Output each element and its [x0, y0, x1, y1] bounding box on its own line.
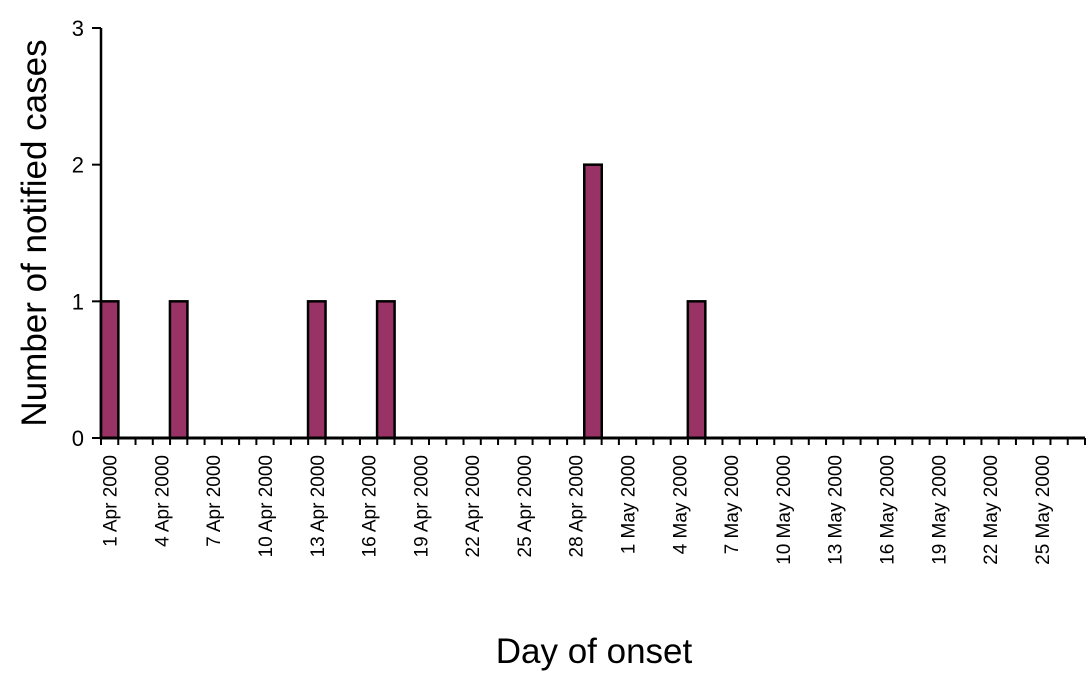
- y-tick-labels: 0 1 2 3: [72, 16, 84, 451]
- x-tick-label-1: 4 Apr 2000: [152, 455, 173, 547]
- y-tick-label-1: 1: [72, 289, 84, 314]
- x-tick-label-14: 13 May 2000: [826, 455, 847, 565]
- x-tick-label-7: 22 Apr 2000: [463, 455, 484, 557]
- bars-layer: [99, 163, 707, 440]
- x-tick-label-8: 25 Apr 2000: [515, 455, 536, 557]
- x-tick-label-3: 10 Apr 2000: [256, 455, 277, 557]
- x-tick-label-0: 1 Apr 2000: [101, 455, 122, 547]
- y-tick-label-2: 2: [72, 153, 84, 178]
- x-tick-label-17: 22 May 2000: [981, 455, 1002, 565]
- y-axis-title: Number of notified cases: [15, 39, 54, 426]
- bar-16: [375, 300, 396, 440]
- x-tick-label-13: 10 May 2000: [774, 455, 795, 565]
- bar-34: [686, 300, 707, 440]
- y-tick-label-0: 0: [72, 426, 84, 451]
- y-tick-label-3: 3: [72, 16, 84, 41]
- x-tick-label-5: 16 Apr 2000: [360, 455, 381, 557]
- x-tick-label-4: 13 Apr 2000: [308, 455, 329, 557]
- x-tick-label-18: 25 May 2000: [1033, 455, 1054, 565]
- bar-28: [583, 163, 603, 440]
- bar-4: [168, 300, 189, 440]
- x-tick-label-2: 7 Apr 2000: [204, 455, 225, 547]
- x-tick-label-6: 19 Apr 2000: [411, 455, 432, 557]
- x-axis-title: Day of onset: [496, 632, 693, 671]
- x-tick-label-16: 19 May 2000: [929, 455, 950, 565]
- x-tick-label-12: 7 May 2000: [722, 455, 743, 554]
- x-tick-label-11: 4 May 2000: [670, 455, 691, 554]
- x-tick-labels: 1 Apr 2000 4 Apr 2000 7 Apr 2000 10 Apr 200…: [101, 455, 1054, 565]
- x-tick-label-15: 16 May 2000: [877, 455, 898, 565]
- bar-0: [99, 300, 120, 440]
- bar-12: [306, 300, 327, 440]
- x-tick-label-10: 1 May 2000: [619, 455, 640, 554]
- axes-layer: [92, 27, 1086, 445]
- x-tick-label-9: 28 Apr 2000: [567, 455, 588, 557]
